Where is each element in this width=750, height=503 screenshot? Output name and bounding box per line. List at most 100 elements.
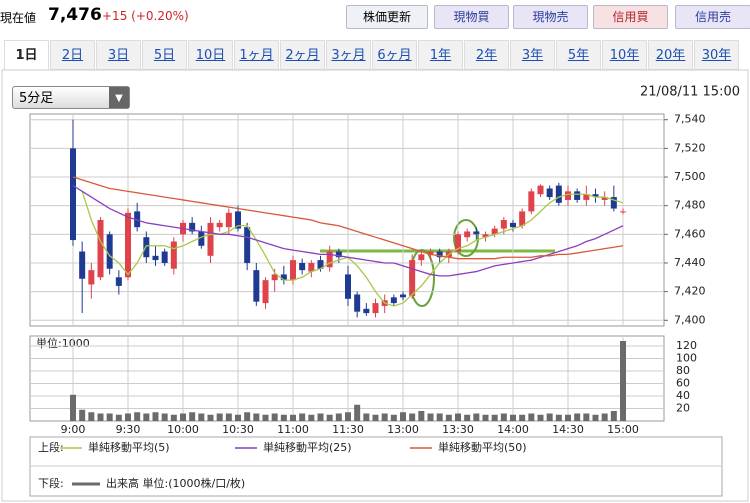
candle-body [161,251,168,263]
volume-bar [180,413,186,421]
candle-body [335,251,342,258]
candle-body [519,211,526,226]
period-tab[interactable]: 30年 [694,40,739,70]
button-label: 株価更新 [362,10,411,24]
y-tick-label: 7,400 [674,313,706,326]
volume-bar [445,414,452,421]
interval-label: 5分足 [19,91,54,106]
period-tab[interactable]: 10日 [188,40,233,70]
volume-bar [537,414,544,421]
candle-body [409,260,416,296]
volume-bar [216,413,223,421]
candle-body [326,251,333,268]
y-tick-label: 100 [676,352,697,365]
interval-select[interactable]: 5分足 ▼ [12,86,130,109]
volume-plot [29,335,665,422]
candle-body [574,191,581,200]
x-tick-label: 15:00 [607,423,639,436]
price: 7,476 [48,5,102,25]
volume-bar [400,412,406,421]
y-tick-label: 7,500 [674,170,706,183]
candle-body [134,211,141,228]
period-tab[interactable]: 3ヶ月 [326,40,371,70]
candle-body [372,303,379,314]
volume-bar [134,412,141,421]
volume-bar [528,413,535,421]
candle-body [125,212,131,278]
sell-button[interactable]: 現物売 [513,5,588,29]
datetime: 21/08/11 15:00 [640,85,740,100]
legend-lower: 下段: [38,476,64,490]
period-tab[interactable]: 1ヶ月 [234,40,279,70]
period-tab[interactable]: 2年 [464,40,509,70]
volume-bar [317,413,324,421]
candle-body [436,251,443,258]
volume-bar [418,411,425,421]
margin-sell-button[interactable]: 信用売 [675,5,750,29]
x-tick-label: 14:00 [497,423,529,436]
refresh-button[interactable]: 株価更新 [346,5,428,29]
volume-bar [519,414,526,421]
margin-buy-button[interactable]: 信用買 [593,5,668,29]
buy-button[interactable]: 現物買 [434,5,509,29]
candle-body [299,262,306,271]
volume-bar [170,414,177,421]
candle-body [271,274,278,281]
volume-bar [381,413,388,421]
x-tick-label: 14:30 [552,423,584,436]
y-tick-label: 120 [676,339,697,352]
volume-bar [436,413,443,421]
volume-bar [510,414,516,421]
ma-line [72,185,624,277]
candle-body [290,260,296,281]
candle-body [464,231,471,238]
candle-body [262,280,269,304]
volume-bar [464,414,471,421]
candle-body [620,211,626,213]
volume-bar [326,414,333,421]
period-tab[interactable]: 10年 [602,40,647,70]
candle-body [537,185,544,195]
period-tab[interactable]: 5年 [556,40,601,70]
volume-bar [610,411,617,421]
x-tick-label: 13:30 [442,423,474,436]
candle-body [225,212,232,228]
annotation-circle [453,219,479,257]
candle-body [583,194,590,200]
candle-body [106,234,113,269]
volume-bar [299,413,306,421]
candle-body [601,197,608,200]
candle-body [500,220,507,229]
candle-body [115,277,122,286]
button-label: 現物買 [453,10,490,24]
volume-bar [335,413,342,421]
candle-body [473,231,480,235]
volume-bar [555,414,562,421]
candle-body [363,308,370,314]
candle-body [88,270,95,285]
period-tab[interactable]: 1日 [4,40,49,70]
legend-label: 単純移動平均(25) [263,440,352,454]
y-tick-label: 7,440 [674,256,706,269]
volume-bar [88,412,95,421]
volume-bar [262,414,269,421]
period-tab[interactable]: 2日 [50,40,95,70]
period-tab[interactable]: 6ヶ月 [372,40,417,70]
volume-bar [280,414,287,421]
candle-body [152,255,159,261]
volume-bar [574,413,581,421]
button-label: 信用買 [612,10,649,24]
period-tab[interactable]: 5日 [142,40,187,70]
candle-body [280,274,287,281]
y-tick-label: 7,460 [674,227,706,240]
x-tick-label: 11:00 [277,423,309,436]
button-label: 現物売 [532,10,569,24]
period-tab[interactable]: 1年 [418,40,463,70]
volume-bar [143,413,150,421]
candle-body [455,234,461,252]
volume-bar [225,413,232,421]
candle-body [354,294,361,312]
volume-bar [198,413,205,421]
candle-body [565,191,571,200]
